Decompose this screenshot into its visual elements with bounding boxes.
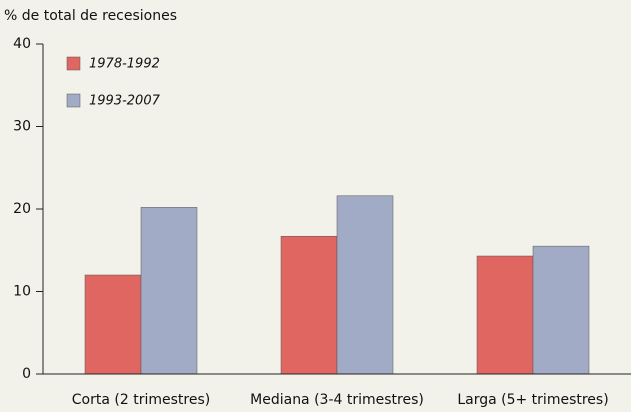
legend-swatch bbox=[66, 56, 81, 71]
bar bbox=[280, 235, 338, 375]
y-axis-label: % de total de recesiones bbox=[4, 8, 177, 24]
legend-swatch bbox=[66, 93, 81, 108]
legend-text: 1978-1992 bbox=[89, 57, 160, 72]
bar bbox=[532, 245, 590, 375]
bar bbox=[476, 255, 534, 375]
y-tick-label: 0 bbox=[22, 366, 31, 382]
bar bbox=[84, 274, 142, 375]
y-tick-label: 40 bbox=[13, 36, 31, 52]
bar bbox=[336, 195, 394, 375]
y-tick-label: 30 bbox=[13, 119, 31, 135]
y-tick-label: 10 bbox=[13, 284, 31, 300]
legend-text: 1993-2007 bbox=[89, 94, 161, 109]
x-tick-label: Larga (5+ trimestres) bbox=[457, 392, 608, 408]
x-tick-label: Corta (2 trimestres) bbox=[72, 392, 210, 408]
bar bbox=[140, 207, 198, 375]
x-tick-label: Mediana (3-4 trimestres) bbox=[250, 392, 424, 408]
y-tick-label: 20 bbox=[13, 201, 31, 217]
